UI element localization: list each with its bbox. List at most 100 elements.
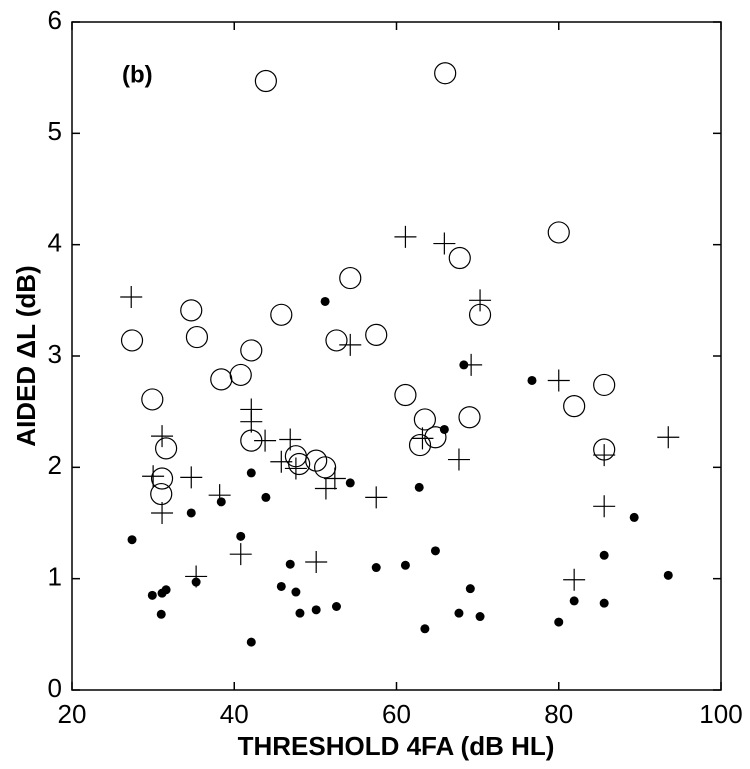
- open-circle-point: [210, 368, 233, 391]
- plus-point: [394, 225, 417, 248]
- panel-label: (b): [122, 61, 153, 88]
- plus-point: [469, 289, 492, 312]
- plus-point: [151, 501, 174, 524]
- plus-point: [279, 428, 302, 451]
- plus-point: [365, 486, 388, 509]
- dot-point: [147, 590, 157, 600]
- dot-point: [345, 478, 355, 488]
- dot-point: [527, 375, 537, 385]
- dot-point: [331, 602, 341, 611]
- y-tick-label: 3: [48, 339, 62, 369]
- plus-point: [151, 425, 174, 448]
- open-circle-point: [408, 433, 432, 457]
- y-tick-label: 6: [48, 5, 62, 35]
- dot-point: [569, 596, 579, 606]
- open-circle-point: [240, 339, 263, 362]
- y-tick-label: 2: [48, 450, 62, 480]
- plus-point: [547, 369, 570, 392]
- open-circle-point: [155, 437, 178, 460]
- open-circle-point: [314, 456, 337, 479]
- dot-point: [629, 512, 639, 522]
- open-circle-point: [150, 482, 173, 506]
- dot-point: [216, 497, 226, 507]
- y-tick-label: 4: [48, 228, 62, 258]
- plus-point: [254, 429, 277, 452]
- dot-point: [186, 508, 196, 518]
- dot-point: [161, 585, 171, 595]
- dot-point: [295, 608, 305, 618]
- open-circle-point: [180, 299, 203, 322]
- open-circle-point: [254, 69, 277, 93]
- dot-point: [311, 605, 321, 615]
- open-circle-point: [150, 467, 174, 490]
- open-circle-point: [365, 323, 388, 346]
- dot-point: [261, 492, 271, 502]
- open-circle-point: [185, 325, 209, 349]
- open-circle-point: [229, 363, 252, 387]
- x-tick-label: 60: [382, 699, 411, 729]
- plus-point: [657, 426, 680, 449]
- dot-point: [291, 587, 301, 597]
- x-tick-label: 80: [544, 699, 573, 729]
- x-axis-label: THRESHOLD 4FA (dB HL): [238, 731, 555, 761]
- dot-point: [156, 609, 166, 619]
- open-circle-point: [547, 221, 570, 244]
- open-circle-point: [141, 388, 164, 411]
- dot-point: [459, 360, 469, 370]
- plus-point: [180, 466, 203, 489]
- open-circle-point: [120, 329, 144, 352]
- open-circle-point: [288, 452, 311, 476]
- dot-point: [554, 617, 564, 627]
- open-circle-point: [305, 449, 328, 472]
- plus-point: [314, 477, 337, 500]
- plus-point: [447, 448, 470, 471]
- y-axis-label: AIDED ΔL (dB): [11, 265, 41, 446]
- dot-point: [465, 584, 475, 594]
- dot-point: [236, 531, 246, 541]
- dot-point: [414, 482, 424, 492]
- dot-point: [276, 581, 286, 591]
- dot-point: [400, 560, 410, 570]
- plus-point: [563, 568, 586, 591]
- plus-point: [142, 465, 165, 488]
- dot-point: [430, 546, 440, 556]
- open-circle-point: [448, 246, 471, 270]
- dot-point: [320, 296, 330, 306]
- dot-point: [599, 598, 609, 608]
- dot-point: [127, 535, 137, 545]
- dot-point: [663, 570, 673, 580]
- x-tick-label: 40: [220, 699, 249, 729]
- open-circle-point: [325, 329, 348, 352]
- plus-point: [411, 427, 434, 450]
- dot-point: [420, 624, 430, 634]
- plus-point: [593, 495, 616, 518]
- dot-point: [475, 612, 485, 622]
- plus-point: [339, 333, 362, 356]
- dot-point: [454, 608, 464, 618]
- plus-point: [433, 232, 456, 255]
- open-circle-point: [434, 62, 457, 85]
- dot-point: [191, 577, 201, 587]
- open-circle-point: [458, 406, 481, 429]
- open-circle-point: [339, 266, 362, 290]
- plus-point: [323, 467, 346, 490]
- open-circle-point: [424, 426, 447, 449]
- plus-point: [305, 550, 328, 573]
- dot-point: [246, 637, 256, 647]
- x-tick-label: 20: [58, 699, 87, 729]
- plus-point: [120, 285, 143, 308]
- y-tick-label: 0: [48, 673, 62, 703]
- open-circle-point: [563, 395, 586, 418]
- plus-point: [593, 444, 616, 467]
- dot-point: [285, 559, 295, 569]
- plus-point: [284, 457, 307, 480]
- dot-point: [439, 424, 449, 434]
- plus-point: [240, 410, 263, 433]
- dot-point: [246, 468, 256, 478]
- y-tick-label: 5: [48, 116, 62, 146]
- x-tick-label: 100: [699, 699, 742, 729]
- open-circle-point: [270, 303, 293, 326]
- plus-point: [229, 543, 252, 566]
- dot-point: [371, 563, 381, 573]
